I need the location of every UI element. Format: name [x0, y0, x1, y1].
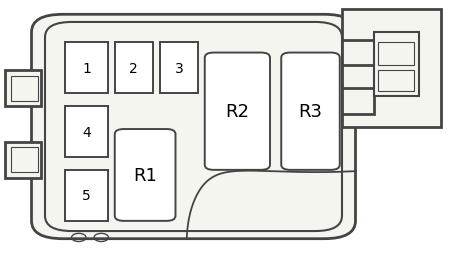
FancyBboxPatch shape	[342, 89, 374, 114]
Text: R1: R1	[133, 166, 157, 184]
FancyBboxPatch shape	[11, 147, 38, 173]
Text: 3: 3	[175, 62, 183, 75]
FancyBboxPatch shape	[45, 23, 342, 231]
FancyBboxPatch shape	[378, 43, 414, 66]
FancyBboxPatch shape	[281, 53, 340, 170]
Text: 2: 2	[130, 62, 138, 75]
FancyBboxPatch shape	[65, 107, 108, 157]
FancyBboxPatch shape	[4, 142, 40, 178]
FancyBboxPatch shape	[115, 43, 153, 94]
FancyBboxPatch shape	[378, 71, 414, 91]
FancyBboxPatch shape	[4, 71, 40, 107]
FancyBboxPatch shape	[342, 41, 374, 66]
FancyBboxPatch shape	[115, 130, 176, 221]
Text: 1: 1	[82, 62, 91, 75]
Text: R2: R2	[225, 103, 249, 121]
FancyBboxPatch shape	[374, 33, 419, 97]
FancyBboxPatch shape	[11, 76, 38, 102]
Text: 4: 4	[82, 125, 91, 139]
FancyBboxPatch shape	[160, 43, 198, 94]
FancyBboxPatch shape	[65, 43, 108, 94]
FancyBboxPatch shape	[205, 53, 270, 170]
Text: R3: R3	[298, 103, 323, 121]
Text: 5: 5	[82, 189, 91, 202]
FancyBboxPatch shape	[32, 15, 356, 239]
FancyBboxPatch shape	[65, 170, 108, 221]
FancyBboxPatch shape	[342, 10, 441, 127]
